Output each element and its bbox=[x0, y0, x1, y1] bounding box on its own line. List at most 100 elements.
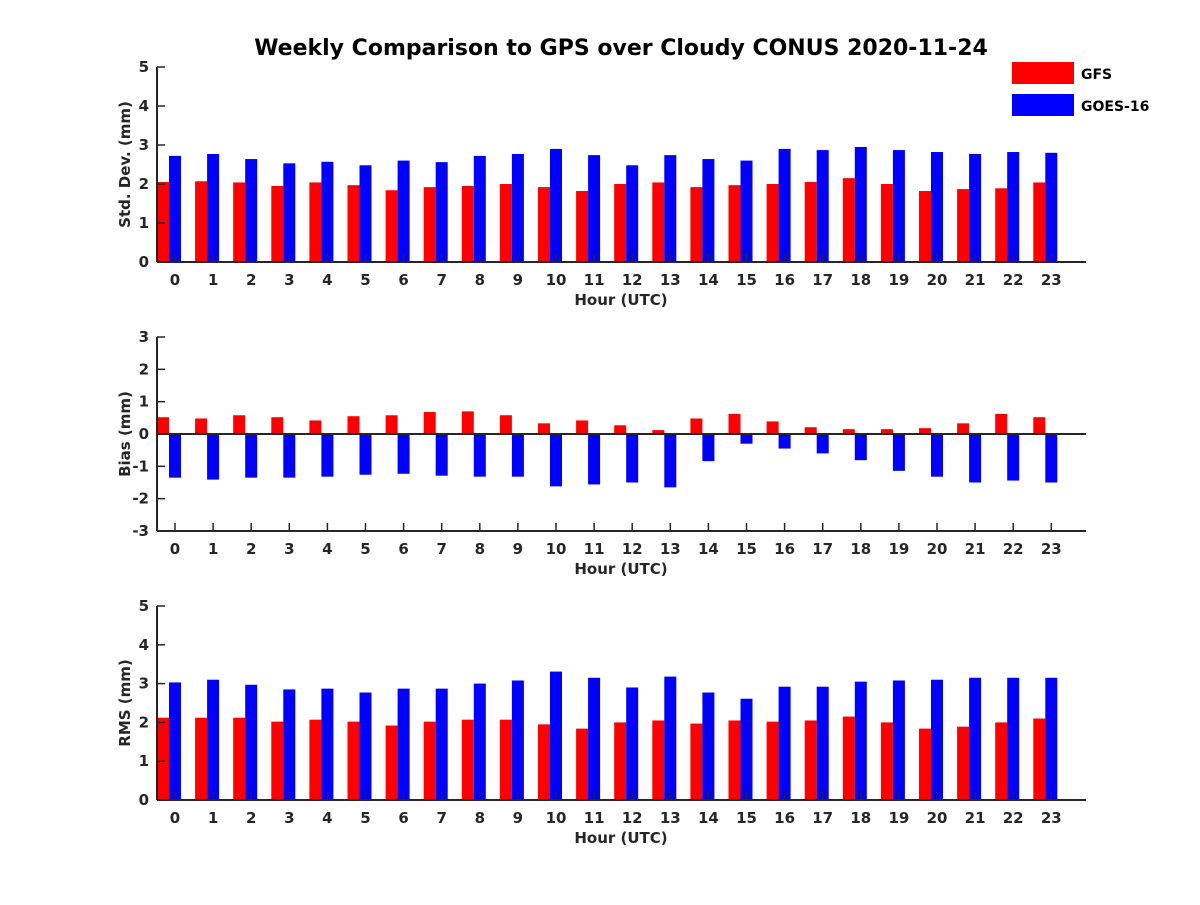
x-tick-label: 22 bbox=[1003, 540, 1024, 558]
bar-goes16-hour-16 bbox=[778, 686, 791, 800]
bar-gfs-hour-20 bbox=[919, 191, 931, 262]
x-tick-label: 18 bbox=[850, 271, 871, 289]
bar-goes16-hour-20 bbox=[931, 434, 943, 477]
bar-goes16-hour-17 bbox=[816, 434, 829, 454]
bar-goes16-hour-6 bbox=[397, 160, 410, 262]
x-tick-label: 23 bbox=[1041, 540, 1062, 558]
y-tick-label: -1 bbox=[132, 457, 149, 475]
bar-goes16-hour-7 bbox=[435, 688, 448, 800]
bar-goes16-hour-6 bbox=[397, 434, 410, 474]
bar-gfs-hour-21 bbox=[957, 189, 970, 262]
bar-gfs-hour-23 bbox=[1033, 417, 1046, 434]
bar-goes16-hour-0 bbox=[169, 155, 181, 262]
x-tick-label: 1 bbox=[208, 271, 218, 289]
bar-goes16-hour-21 bbox=[969, 153, 982, 262]
bar-gfs-hour-13 bbox=[652, 182, 665, 262]
y-tick-label: 0 bbox=[139, 791, 149, 809]
x-tick-label: 5 bbox=[360, 271, 370, 289]
bar-gfs-hour-11 bbox=[576, 728, 589, 800]
bar-gfs-hour-2 bbox=[233, 717, 246, 800]
x-tick-label: 19 bbox=[888, 271, 909, 289]
bar-gfs-hour-11 bbox=[576, 191, 589, 262]
bar-goes16-hour-9 bbox=[511, 680, 524, 800]
bar-gfs-hour-2 bbox=[233, 415, 246, 434]
y-tick-label: 4 bbox=[139, 636, 149, 654]
bar-gfs-hour-7 bbox=[423, 721, 436, 800]
x-tick-label: 9 bbox=[513, 540, 523, 558]
bar-goes16-hour-19 bbox=[892, 680, 905, 800]
y-axis-label: RMS (mm) bbox=[116, 659, 134, 746]
x-tick-label: 1 bbox=[208, 809, 218, 827]
y-axis-label: Std. Dev. (mm) bbox=[116, 101, 134, 228]
x-tick-label: 0 bbox=[170, 809, 180, 827]
legend-label-gfs: GFS bbox=[1081, 67, 1112, 83]
bar-gfs-hour-5 bbox=[347, 185, 360, 262]
bar-gfs-hour-19 bbox=[880, 429, 893, 434]
bar-gfs-hour-4 bbox=[309, 719, 322, 800]
bar-goes16-hour-16 bbox=[778, 148, 791, 262]
bar-goes16-hour-20 bbox=[931, 152, 943, 262]
y-tick-label: 1 bbox=[139, 214, 149, 232]
bar-goes16-hour-20 bbox=[931, 679, 943, 800]
x-axis-label: Hour (UTC) bbox=[574, 829, 667, 847]
x-tick-label: 10 bbox=[546, 809, 567, 827]
bar-goes16-hour-13 bbox=[664, 676, 677, 800]
x-tick-label: 17 bbox=[812, 271, 833, 289]
x-tick-label: 9 bbox=[513, 809, 523, 827]
bar-goes16-hour-19 bbox=[892, 150, 905, 262]
bar-goes16-hour-9 bbox=[511, 153, 524, 262]
bar-gfs-hour-5 bbox=[347, 721, 360, 800]
bar-gfs-hour-14 bbox=[690, 187, 703, 262]
x-tick-label: 12 bbox=[622, 540, 643, 558]
x-tick-label: 23 bbox=[1041, 809, 1062, 827]
bar-goes16-hour-14 bbox=[702, 159, 715, 262]
x-tick-label: 16 bbox=[774, 809, 795, 827]
bar-goes16-hour-18 bbox=[854, 434, 867, 461]
legend-swatch-gfs bbox=[1012, 62, 1074, 84]
bar-gfs-hour-0 bbox=[157, 717, 169, 800]
bar-goes16-hour-8 bbox=[473, 155, 486, 262]
bar-gfs-hour-9 bbox=[499, 415, 512, 434]
bar-goes16-hour-7 bbox=[435, 162, 448, 262]
x-tick-label: 20 bbox=[927, 809, 948, 827]
bar-gfs-hour-8 bbox=[461, 719, 474, 800]
bar-goes16-hour-8 bbox=[473, 434, 486, 477]
bar-goes16-hour-3 bbox=[283, 434, 296, 478]
bar-gfs-hour-9 bbox=[499, 719, 512, 800]
y-tick-label: 2 bbox=[139, 713, 149, 731]
x-tick-label: 21 bbox=[965, 809, 986, 827]
y-tick-label: 5 bbox=[139, 58, 149, 76]
bar-goes16-hour-21 bbox=[969, 434, 982, 483]
bar-goes16-hour-22 bbox=[1007, 434, 1020, 481]
bar-goes16-hour-18 bbox=[854, 146, 867, 262]
x-tick-label: 11 bbox=[584, 809, 605, 827]
bar-gfs-hour-6 bbox=[385, 190, 398, 262]
bar-goes16-hour-3 bbox=[283, 163, 296, 262]
bar-gfs-hour-17 bbox=[804, 427, 817, 434]
x-tick-label: 20 bbox=[927, 271, 948, 289]
bar-goes16-hour-22 bbox=[1007, 677, 1020, 800]
x-tick-label: 20 bbox=[927, 540, 948, 558]
bar-gfs-hour-4 bbox=[309, 182, 322, 262]
bar-goes16-hour-16 bbox=[778, 434, 791, 449]
x-tick-label: 14 bbox=[698, 271, 719, 289]
bar-gfs-hour-4 bbox=[309, 420, 322, 434]
bar-goes16-hour-10 bbox=[550, 434, 562, 487]
x-tick-label: 4 bbox=[322, 809, 332, 827]
x-tick-label: 11 bbox=[584, 540, 605, 558]
y-tick-label: 3 bbox=[139, 328, 149, 346]
bar-goes16-hour-5 bbox=[359, 434, 372, 475]
bar-gfs-hour-14 bbox=[690, 418, 703, 434]
bar-gfs-hour-15 bbox=[728, 720, 741, 800]
bar-gfs-hour-10 bbox=[538, 724, 550, 800]
legend: GFS GOES-16 bbox=[1012, 62, 1149, 116]
x-tick-label: 4 bbox=[322, 271, 332, 289]
bar-goes16-hour-21 bbox=[969, 677, 982, 800]
bar-gfs-hour-9 bbox=[499, 184, 512, 262]
bar-goes16-hour-2 bbox=[245, 434, 258, 478]
bar-goes16-hour-11 bbox=[588, 677, 601, 800]
bar-goes16-hour-18 bbox=[854, 681, 867, 800]
bar-goes16-hour-14 bbox=[702, 434, 715, 462]
bar-goes16-hour-12 bbox=[626, 165, 639, 262]
